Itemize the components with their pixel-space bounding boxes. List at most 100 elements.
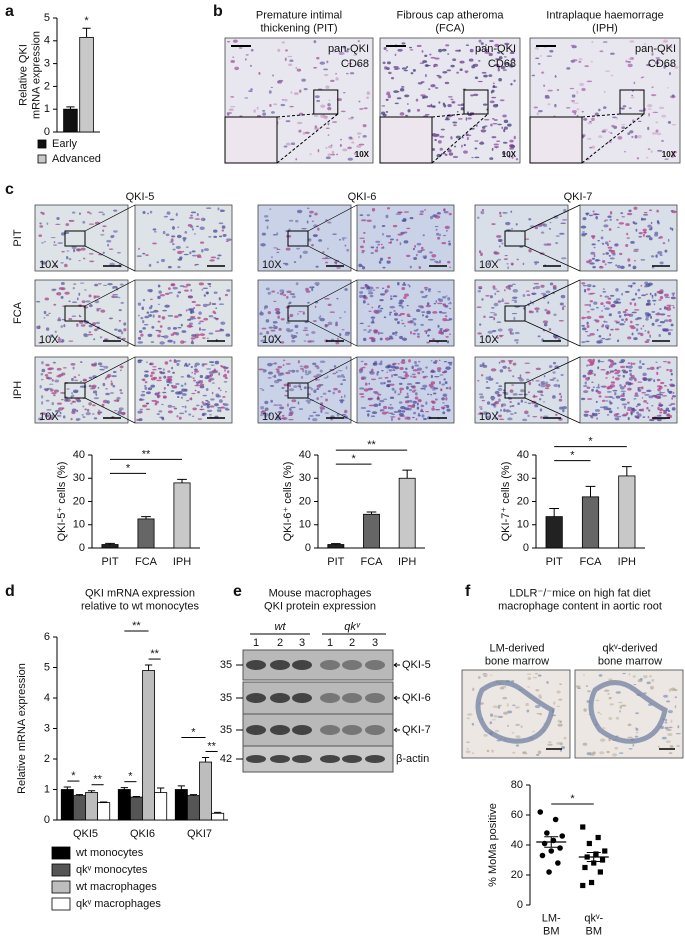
cell [647, 148, 651, 150]
point [580, 882, 586, 889]
cell [503, 56, 507, 58]
cell [559, 683, 562, 686]
cell [509, 389, 514, 393]
cell [383, 398, 388, 400]
cell [619, 265, 625, 270]
cell [608, 313, 612, 317]
cell [484, 125, 488, 127]
cell [275, 417, 281, 421]
cell [316, 56, 320, 60]
cell [296, 68, 302, 72]
cell [592, 358, 595, 363]
cell [313, 375, 319, 378]
cell [208, 235, 212, 238]
cell [471, 752, 475, 755]
cell [510, 83, 513, 86]
cell [244, 58, 247, 61]
group-label: wt [275, 621, 287, 633]
cell [587, 690, 591, 693]
cell [268, 412, 271, 417]
cell [525, 702, 530, 707]
cell [78, 212, 82, 215]
cell [298, 408, 304, 410]
cell [275, 311, 281, 315]
cell [400, 406, 406, 410]
cell [412, 332, 416, 335]
cell [137, 314, 140, 317]
cell [442, 296, 447, 299]
cell [56, 217, 60, 220]
cell [339, 52, 345, 55]
cell [193, 379, 196, 382]
cell [615, 716, 620, 720]
cell [581, 87, 586, 92]
cell [184, 405, 187, 409]
cell [192, 407, 197, 411]
cell [401, 359, 406, 361]
cell [513, 135, 516, 140]
cell [162, 391, 167, 394]
cell [177, 258, 182, 261]
cell [492, 103, 499, 108]
cell [163, 375, 167, 379]
cell [176, 294, 179, 298]
bar [363, 513, 380, 549]
cell [447, 96, 453, 98]
cell [156, 413, 160, 415]
cell [664, 293, 669, 297]
cell [290, 91, 293, 94]
cell [623, 370, 629, 373]
cell [540, 284, 545, 288]
cell [379, 332, 384, 334]
cell [534, 307, 540, 311]
cell [387, 61, 391, 65]
cell [312, 417, 318, 422]
cell [538, 383, 541, 387]
cell [589, 300, 594, 303]
cell [608, 396, 613, 398]
cell [304, 320, 309, 324]
cell [399, 312, 406, 316]
cell [378, 402, 381, 407]
cell [424, 54, 428, 58]
cell [642, 228, 647, 232]
bar [154, 792, 168, 821]
bar [63, 108, 78, 133]
cell [80, 324, 86, 327]
cell [628, 209, 632, 213]
cell [493, 313, 498, 316]
cell [210, 256, 217, 259]
cell [245, 54, 249, 56]
cell [382, 113, 387, 117]
cell [41, 368, 46, 373]
cell [45, 399, 50, 402]
cell [430, 370, 436, 374]
cell [665, 740, 671, 743]
cell [520, 399, 524, 403]
cell [76, 323, 79, 327]
cell [509, 64, 514, 68]
cell [225, 240, 229, 243]
cell [463, 144, 466, 146]
cell [360, 395, 365, 398]
cell [399, 367, 404, 370]
cell [146, 311, 150, 314]
cell [505, 221, 511, 226]
cell [386, 371, 389, 373]
cell [658, 299, 662, 301]
cell [612, 389, 618, 392]
cell [88, 223, 95, 225]
cell [321, 257, 328, 260]
cell [314, 305, 317, 309]
error-bar [585, 485, 596, 497]
cell [415, 418, 418, 421]
cell [396, 67, 400, 70]
cell [319, 315, 322, 318]
cell [176, 250, 183, 255]
cell [263, 215, 269, 218]
cell [540, 416, 543, 419]
cell [284, 98, 288, 102]
cell [634, 415, 639, 417]
cell [169, 218, 175, 221]
